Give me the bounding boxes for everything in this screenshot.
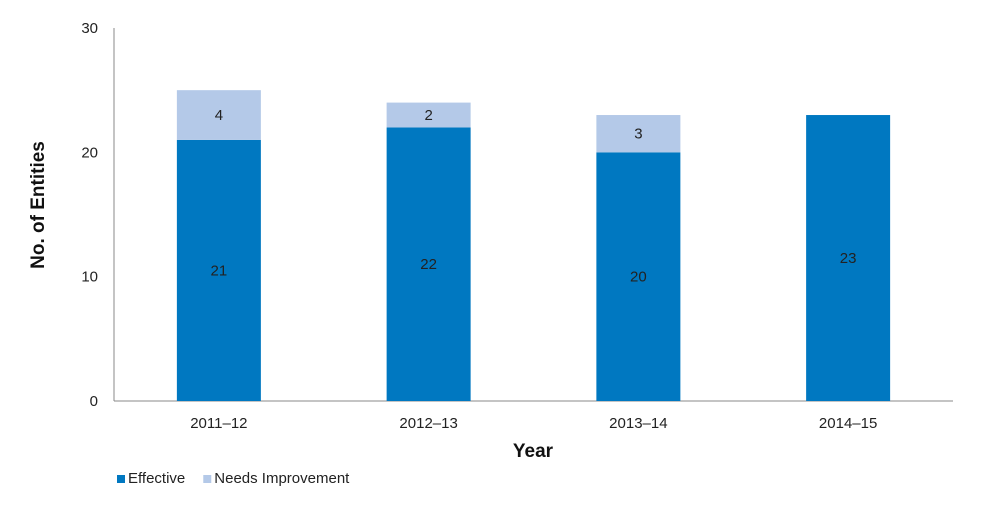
bar-effective xyxy=(806,115,891,402)
legend-label-effective: Effective xyxy=(128,470,185,487)
bar-needs-improvement xyxy=(596,115,681,153)
x-tick-label: 2011–12 xyxy=(190,415,247,432)
bar-effective xyxy=(386,127,471,401)
bar-needs-improvement xyxy=(176,90,261,140)
x-tick-label: 2013–14 xyxy=(609,415,667,432)
x-tick-label: 2012–13 xyxy=(399,415,457,432)
bars xyxy=(176,90,891,402)
y-tick-label: 20 xyxy=(81,144,98,161)
y-tick-label: 10 xyxy=(81,269,98,286)
bar-data-label: 23 xyxy=(840,250,857,267)
x-axis-ticks: 2011–12 2012–13 2013–14 2014–15 xyxy=(190,415,877,432)
legend: Effective Needs Improvement xyxy=(117,470,350,487)
legend-swatch-needs-improvement xyxy=(203,475,212,483)
bar-data-label: 21 xyxy=(211,262,228,279)
bar-data-label: 20 xyxy=(630,269,647,286)
y-tick-label: 0 xyxy=(90,393,98,410)
y-tick-label: 30 xyxy=(81,20,98,37)
bar-effective xyxy=(176,139,261,401)
legend-label-needs-improvement: Needs Improvement xyxy=(214,470,350,487)
bar-data-label: 2 xyxy=(424,107,432,124)
bar-data-label: 3 xyxy=(634,126,642,143)
bar-effective xyxy=(596,152,681,401)
bar-data-label: 4 xyxy=(215,107,223,124)
x-tick-label: 2014–15 xyxy=(819,415,877,432)
y-axis-title: No. of Entities xyxy=(28,141,49,269)
x-axis-title: Year xyxy=(513,441,554,462)
legend-swatch-effective xyxy=(117,475,125,483)
y-axis-ticks: 0 10 20 30 xyxy=(81,20,98,410)
bar-data-label: 22 xyxy=(420,256,437,273)
bar-needs-improvement xyxy=(386,102,471,128)
